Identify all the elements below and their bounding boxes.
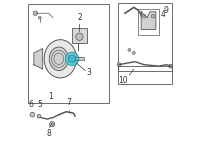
Text: 4: 4 [160, 10, 165, 19]
Circle shape [51, 123, 53, 125]
Circle shape [142, 14, 146, 18]
Text: 1: 1 [48, 92, 53, 101]
Circle shape [169, 64, 172, 68]
Circle shape [132, 51, 135, 54]
Text: 10: 10 [118, 76, 128, 85]
Circle shape [65, 52, 79, 65]
Circle shape [117, 63, 121, 67]
Polygon shape [34, 49, 43, 69]
Circle shape [151, 14, 155, 18]
Circle shape [76, 33, 83, 40]
Circle shape [50, 122, 55, 127]
Text: 9: 9 [164, 6, 169, 15]
Circle shape [38, 16, 41, 19]
Polygon shape [75, 57, 84, 60]
Bar [138, 9, 159, 35]
Bar [118, 3, 172, 71]
Circle shape [128, 49, 131, 51]
Ellipse shape [49, 47, 68, 71]
Circle shape [37, 114, 41, 118]
Text: 8: 8 [47, 129, 52, 138]
Circle shape [68, 55, 76, 62]
Circle shape [33, 11, 38, 15]
Bar [28, 4, 109, 103]
Text: 6: 6 [28, 100, 33, 109]
Circle shape [141, 14, 144, 18]
Polygon shape [141, 12, 156, 29]
Ellipse shape [44, 40, 76, 78]
Text: 2: 2 [77, 13, 82, 22]
Text: 7: 7 [67, 98, 72, 107]
Bar [118, 66, 172, 84]
Circle shape [30, 112, 35, 117]
Text: 3: 3 [87, 67, 92, 77]
Bar [72, 28, 87, 43]
Text: 5: 5 [37, 100, 42, 109]
